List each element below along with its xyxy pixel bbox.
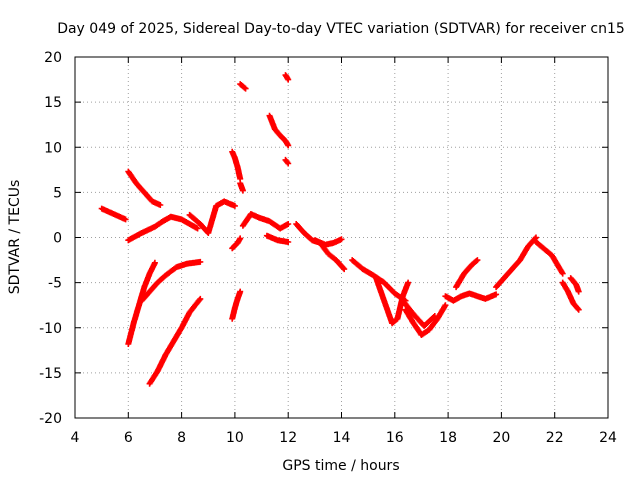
data-point-marks [399, 297, 438, 329]
series-arc-22 [402, 302, 449, 338]
data-point-marks [442, 290, 500, 304]
data-point-marks [493, 234, 539, 291]
data-point-marks [237, 180, 246, 194]
series-arc-11 [229, 288, 244, 322]
y-tick-label: -20 [39, 411, 62, 427]
series-arc-09 [237, 180, 246, 194]
grid [75, 57, 608, 418]
x-tick-label: 24 [599, 430, 617, 446]
data-point-marks [125, 168, 164, 208]
series-arc-14 [282, 72, 292, 83]
y-tick-label: -15 [39, 366, 62, 382]
series-arc-18 [293, 221, 348, 273]
series-arc-07 [186, 198, 238, 236]
data-marks [98, 72, 582, 387]
x-tick-label: 12 [279, 430, 297, 446]
data-point-marks [146, 295, 204, 387]
data-point-marks [98, 205, 129, 223]
data-point-marks [311, 236, 345, 248]
series-arc-06 [146, 295, 204, 387]
x-tick-label: 16 [386, 430, 404, 446]
series-arc-19 [311, 236, 345, 248]
series-arc-03 [125, 213, 201, 244]
y-tick-label: -10 [39, 321, 62, 337]
data-point-marks [239, 211, 292, 232]
series-arc-15 [282, 156, 292, 167]
series-arc-08 [229, 148, 244, 182]
x-tick-label: 14 [333, 430, 351, 446]
series-arc-27 [533, 239, 566, 277]
data-point-marks [567, 275, 582, 295]
data-point-marks [453, 257, 481, 291]
data-point-marks [229, 148, 244, 182]
x-tick-label: 6 [124, 430, 133, 446]
data-point-marks [533, 239, 566, 277]
x-tick-label: 22 [546, 430, 564, 446]
axis-ticks: 4 6 8 10 12 14 16 18 20 22 24 20 15 10 5 0 -5 -10 -15 -20 [39, 50, 617, 446]
series-arc-12 [237, 81, 249, 92]
y-tick-label: 5 [53, 185, 62, 201]
data-point-marks [559, 279, 582, 313]
x-tick-label: 18 [439, 430, 457, 446]
data-point-marks [138, 258, 204, 304]
y-tick-label: 0 [53, 231, 62, 247]
data-point-marks [186, 198, 238, 236]
data-point-marks [263, 232, 292, 245]
x-tick-label: 4 [71, 430, 80, 446]
series-arc-05 [138, 258, 204, 304]
series-arc-28 [559, 279, 582, 313]
data-point-marks [266, 112, 292, 149]
x-axis-label: GPS time / hours [282, 458, 399, 474]
x-tick-label: 20 [492, 430, 510, 446]
series-arc-13 [266, 112, 292, 149]
data-point-marks [282, 72, 292, 83]
series-arc-01 [98, 205, 129, 223]
y-tick-label: -5 [48, 276, 62, 292]
y-tick-label: 20 [44, 50, 62, 66]
series-arc-29 [567, 275, 582, 295]
series-arc-23 [399, 297, 438, 329]
x-tick-label: 8 [177, 430, 186, 446]
data-point-marks [402, 302, 449, 338]
y-tick-label: 10 [44, 140, 62, 156]
series-arc-02 [125, 168, 164, 208]
chart-title: Day 049 of 2025, Sidereal Day-to-day VTE… [57, 21, 625, 37]
series-arc-26 [493, 234, 539, 291]
series-arc-10 [229, 235, 244, 252]
series-arc-17 [263, 232, 292, 245]
data-point-marks [229, 288, 244, 322]
y-axis-label: SDTVAR / TECUs [7, 180, 23, 295]
data-point-marks [237, 81, 249, 92]
series-arc-16 [239, 211, 292, 232]
data-point-marks [282, 156, 292, 167]
y-tick-label: 15 [44, 95, 62, 111]
data-point-marks [229, 235, 244, 252]
data-point-marks [125, 213, 201, 244]
series-arc-24 [442, 290, 500, 304]
series-arc-25 [453, 257, 481, 291]
data-point-marks [293, 221, 348, 273]
x-tick-label: 10 [226, 430, 244, 446]
